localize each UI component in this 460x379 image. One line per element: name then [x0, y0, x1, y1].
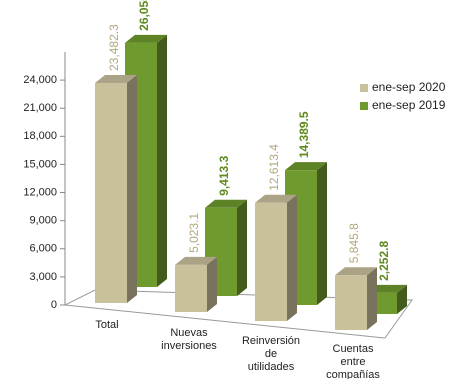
legend-swatch	[360, 102, 368, 110]
legend-label: ene-sep 2020	[372, 80, 446, 94]
bar	[175, 264, 207, 312]
x-tick-label-line: Nuevas	[170, 327, 208, 339]
bar	[335, 275, 367, 330]
bar-side	[237, 199, 247, 296]
x-tick-label: Cuentas entre compañías	[326, 343, 380, 379]
bar-top	[285, 162, 327, 171]
x-tick-label-line: utilidades	[248, 361, 295, 373]
x-tick-label-line: Reinversión	[242, 335, 300, 347]
bar-side	[207, 256, 217, 312]
value-label: 14,389.5	[297, 111, 311, 158]
x-tick-label: Total	[95, 319, 118, 331]
legend-swatch	[360, 84, 368, 92]
x-tick-label: Nuevas inversiones	[161, 327, 217, 352]
value-label: 2,252.8	[377, 241, 391, 281]
bar-side	[287, 194, 297, 321]
floor	[63, 289, 413, 339]
bar	[95, 82, 127, 303]
y-tick-label: 3,000	[29, 271, 57, 283]
y-tick-label: 12,000	[23, 186, 57, 198]
bar-side	[397, 284, 407, 314]
bar-top	[335, 267, 377, 276]
bar-top	[175, 256, 217, 265]
value-label: 12,613.4	[267, 144, 281, 191]
legend-label: ene-sep 2019	[372, 98, 446, 112]
x-tick-label-line: entre	[340, 356, 365, 368]
value-label: 23,482.3	[107, 24, 121, 71]
value-label: 9,413.3	[217, 155, 231, 195]
y-tick-label: 24,000	[23, 74, 57, 86]
bar-side	[367, 267, 377, 330]
x-tick-label-line: inversiones	[161, 340, 217, 352]
y-tick-label: 18,000	[23, 130, 57, 142]
x-tick-label-line: Cuentas	[333, 343, 374, 355]
bar-top	[205, 199, 247, 208]
x-tick-label: Reinversión de utilidades	[242, 335, 300, 373]
bar-top	[95, 74, 137, 83]
value-label: 26,055.6	[137, 0, 151, 31]
bar-side	[317, 162, 327, 305]
y-tick-label: 9,000	[29, 215, 57, 227]
bar-top	[255, 194, 297, 203]
y-tick-label: 0	[51, 299, 57, 311]
y-tick-label: 15,000	[23, 158, 57, 170]
bar-top	[125, 34, 167, 43]
bar-side	[157, 34, 167, 287]
x-tick-label-line: Total	[95, 319, 118, 331]
value-label: 5,023.1	[187, 213, 201, 253]
x-tick-label-line: de	[265, 348, 277, 360]
bar-side	[127, 74, 137, 303]
value-label: 5,845.8	[347, 223, 361, 263]
y-tick-label: 6,000	[29, 243, 57, 255]
bar	[255, 202, 287, 321]
y-tick-label: 21,000	[23, 102, 57, 114]
x-tick-label-line: compañías	[326, 369, 380, 379]
